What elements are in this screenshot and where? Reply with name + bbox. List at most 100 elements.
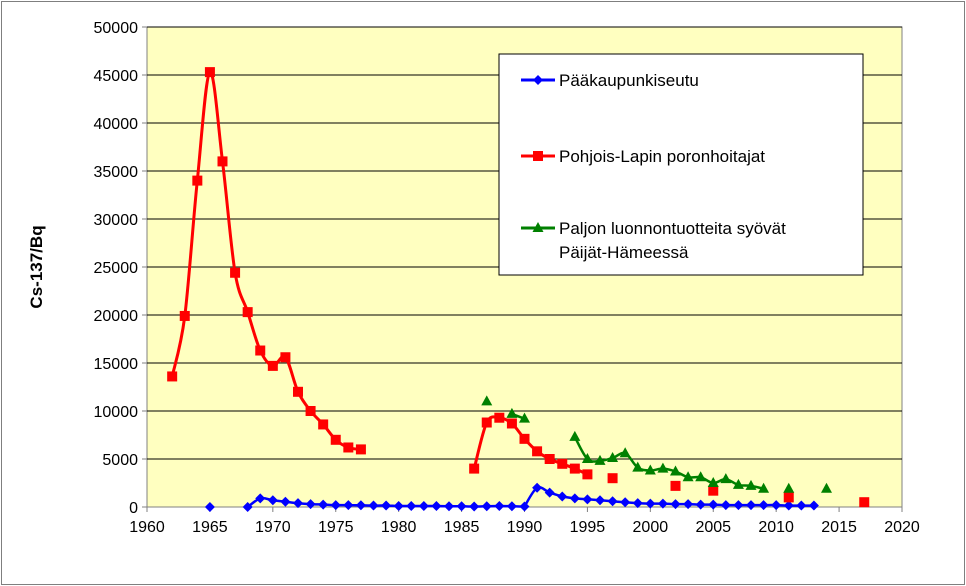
data-point — [632, 498, 643, 509]
data-point — [217, 156, 228, 167]
x-tick-label: 2010 — [758, 519, 794, 536]
series-1 — [167, 67, 870, 508]
data-point — [167, 371, 178, 382]
data-point — [506, 418, 517, 429]
data-point — [707, 477, 719, 487]
data-point — [682, 471, 694, 482]
x-tick-label: 1965 — [192, 519, 228, 536]
data-point — [607, 496, 618, 507]
data-point — [519, 433, 530, 444]
data-point — [255, 493, 266, 504]
legend-box — [498, 53, 864, 276]
data-point — [708, 485, 719, 496]
x-tick-label: 1980 — [381, 519, 417, 536]
data-point — [644, 464, 656, 475]
y-tick-label: 40000 — [94, 116, 139, 133]
data-point — [431, 501, 442, 512]
data-point — [619, 447, 631, 458]
series-2 — [481, 395, 832, 493]
data-point — [657, 498, 668, 509]
data-point — [255, 345, 266, 356]
legend-label: Pääkaupunkiseutu — [559, 71, 699, 90]
data-point — [506, 407, 518, 418]
x-tick-label: 2020 — [884, 519, 920, 536]
data-point — [393, 501, 404, 512]
data-point — [242, 502, 253, 512]
data-point — [783, 482, 795, 493]
data-point — [532, 482, 543, 493]
data-point — [355, 500, 366, 511]
y-tick-label: 30000 — [94, 212, 139, 229]
data-point — [657, 462, 669, 473]
data-point — [305, 406, 316, 416]
y-tick-label: 15000 — [94, 356, 139, 373]
x-tick-label: 1985 — [444, 519, 480, 536]
data-point — [733, 500, 744, 511]
data-point — [771, 500, 782, 511]
legend-label: Paljon luonnontuotteita syövät Päijät-Häm… — [559, 219, 786, 262]
y-axis-label: Cs-137/Bq — [27, 225, 46, 308]
legend-label: Pohjois-Lapin poronhoitajat — [559, 147, 765, 166]
data-point — [343, 500, 354, 511]
data-point — [305, 499, 316, 510]
data-point — [368, 500, 379, 511]
data-point — [821, 482, 832, 493]
data-point — [481, 395, 493, 406]
legend-marker — [533, 75, 543, 85]
x-tick-label: 2000 — [633, 519, 669, 536]
data-point — [670, 499, 681, 510]
data-point — [632, 461, 644, 472]
legend-marker — [532, 222, 544, 232]
data-point — [192, 175, 203, 186]
data-point — [595, 495, 605, 506]
data-point — [381, 500, 392, 511]
data-point — [569, 463, 580, 474]
data-point — [456, 501, 467, 512]
data-point — [355, 444, 366, 455]
y-tick-label: 25000 — [94, 260, 139, 277]
data-point — [318, 499, 329, 510]
data-point — [582, 494, 593, 505]
y-tick-label: 50000 — [94, 20, 139, 37]
x-tick-label: 1975 — [318, 519, 354, 536]
data-point — [607, 452, 619, 463]
data-point — [506, 501, 517, 512]
data-point — [594, 454, 606, 465]
data-point — [204, 67, 215, 78]
x-tick-labels: 1960 1965 1970 1975 1980 1985 1990 1995 2000 2005… — [129, 507, 920, 536]
x-tick-label: 2005 — [695, 519, 731, 536]
data-point — [683, 499, 694, 510]
data-point — [569, 493, 580, 504]
data-point — [444, 501, 454, 512]
data-point — [406, 501, 417, 512]
data-point — [469, 501, 480, 512]
y-tick-label: 5000 — [102, 452, 138, 469]
data-point — [582, 469, 593, 480]
x-tick-label: 1960 — [129, 519, 165, 536]
x-tick-label: 1990 — [507, 519, 543, 536]
data-point — [267, 495, 278, 506]
legend-items: Pääkaupunkiseutu Pohjois-Lapin poronhoita… — [521, 71, 786, 262]
x-tick-label: 1970 — [255, 519, 291, 536]
data-point — [581, 453, 593, 463]
data-point — [720, 500, 731, 511]
data-point — [179, 310, 190, 321]
data-point — [796, 500, 807, 511]
data-point — [204, 502, 215, 512]
data-point — [620, 497, 631, 508]
data-point — [557, 458, 568, 469]
y-tick-label: 35000 — [94, 164, 139, 181]
data-point — [418, 501, 429, 512]
data-point — [481, 501, 492, 512]
series-0 — [204, 482, 819, 512]
y-tick-label: 20000 — [94, 308, 139, 325]
legend: Pääkaupunkiseutu Pohjois-Lapin poronhoita… — [498, 53, 864, 276]
data-point — [607, 473, 618, 484]
x-tick-label: 1995 — [570, 519, 606, 536]
legend-marker — [533, 151, 543, 161]
data-point — [544, 454, 555, 464]
data-point — [330, 500, 341, 511]
data-point — [519, 412, 530, 423]
data-point — [494, 412, 505, 423]
